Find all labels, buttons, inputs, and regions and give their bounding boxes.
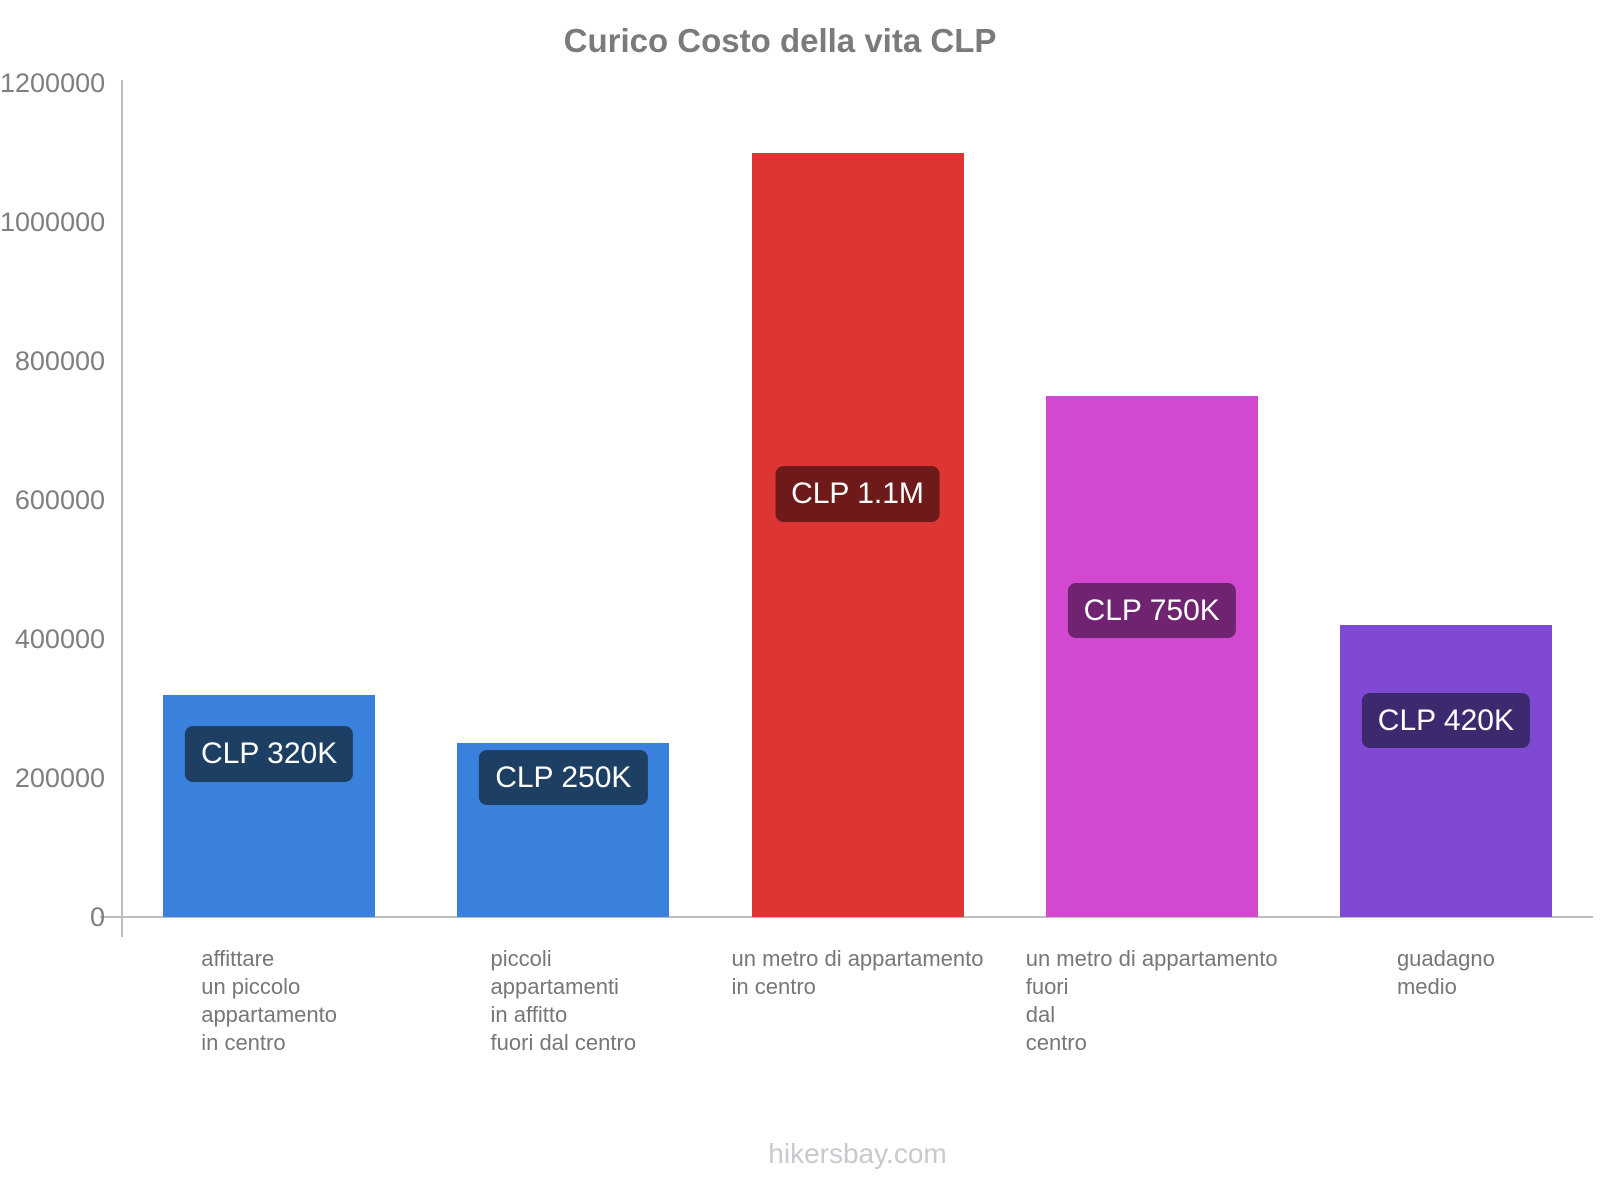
chart-title: Curico Costo della vita CLP [563, 22, 997, 59]
y-tick-label: 200000 [14, 763, 105, 793]
category-label: un metro di appartamento in centro [731, 946, 984, 999]
category-label: affittare un piccolo appartamento in cen… [201, 946, 337, 1055]
bar[interactable]: CLP 750K [1045, 395, 1258, 917]
y-axis [121, 80, 123, 937]
footer-watermark: hikersbay.com [768, 1138, 947, 1169]
y-tick-label: 0 [89, 902, 105, 932]
y-tick-label: 400000 [14, 624, 105, 654]
bar-value-label: CLP 250K [479, 749, 648, 806]
bar-value-label: CLP 420K [1361, 692, 1530, 749]
category-label: piccoli appartamenti in affitto fuori da… [490, 946, 637, 1055]
category-label: guadagno medio [1396, 946, 1495, 999]
y-tick-label: 800000 [14, 346, 105, 376]
bar[interactable]: CLP 1.1M [751, 152, 964, 917]
x-axis [100, 916, 1593, 918]
bar-value-label: CLP 1.1M [775, 466, 940, 522]
bar[interactable]: CLP 320K [163, 694, 376, 917]
bar[interactable]: CLP 420K [1339, 625, 1552, 917]
y-tick-label: 600000 [14, 485, 105, 515]
bar-value-label: CLP 750K [1067, 582, 1236, 639]
bar-value-label: CLP 320K [184, 726, 354, 782]
y-tick-label: 1200000 [0, 68, 106, 98]
category-label: un metro di appartamento fuori dal centr… [1025, 946, 1278, 1055]
y-tick-label: 1000000 [0, 207, 106, 237]
bar[interactable]: CLP 250K [457, 743, 670, 917]
